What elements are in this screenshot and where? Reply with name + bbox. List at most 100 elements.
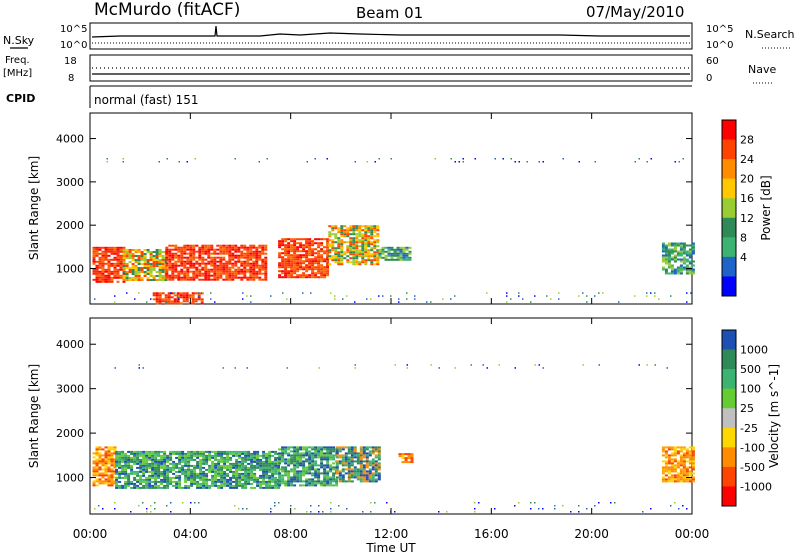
power-cell (679, 254, 683, 257)
power-cell (164, 279, 168, 281)
power-cell (243, 272, 247, 275)
power-cell (374, 161, 376, 163)
power-cell (202, 292, 204, 294)
power-cell (249, 256, 253, 259)
power-cell (222, 246, 226, 249)
power-cell (228, 252, 232, 255)
power-cell (361, 235, 365, 238)
velocity-cell (193, 450, 197, 453)
velocity-cell (305, 470, 309, 473)
power-cell (352, 249, 356, 252)
power-cell (293, 254, 297, 257)
velocity-cell (365, 464, 369, 467)
power-cell (197, 298, 201, 301)
power-cell (237, 266, 241, 269)
power-cell (342, 298, 344, 300)
power-cell (293, 270, 297, 273)
power-cell (261, 264, 265, 267)
power-cell (237, 258, 241, 261)
power-cell (252, 270, 256, 273)
velocity-cell (287, 480, 291, 483)
velocity-cell (688, 472, 692, 475)
velocity-cell (404, 459, 408, 462)
power-cell (158, 277, 162, 279)
power-cell (364, 237, 368, 240)
power-cell (296, 266, 300, 269)
power-cell (396, 250, 400, 253)
velocity-cell (368, 462, 372, 465)
power-cell (183, 256, 187, 259)
power-cell (216, 264, 220, 267)
velocity-cell (271, 484, 275, 487)
velocity-cell (110, 454, 114, 457)
power-cell (125, 257, 129, 259)
velocity-cell (157, 466, 161, 469)
power-cell (343, 251, 347, 254)
power-cell (122, 258, 126, 261)
power-cell (334, 233, 338, 236)
velocity-cell (104, 458, 108, 461)
power-cell (167, 292, 171, 295)
power-cell (264, 278, 268, 281)
velocity-cell (226, 456, 230, 459)
velocity-cell (685, 466, 689, 469)
power-cell (426, 301, 428, 303)
velocity-cell (199, 476, 203, 479)
power-cell (454, 295, 456, 297)
velocity-cell (359, 456, 363, 459)
velocity-cell (278, 452, 282, 455)
velocity-cell (362, 468, 366, 471)
velocity-cell (211, 468, 215, 471)
power-cell (646, 292, 648, 294)
velocity-cell (691, 464, 695, 467)
power-cell (116, 276, 120, 279)
velocity-cell (299, 448, 303, 451)
power-cell (661, 244, 665, 247)
power-cell (110, 278, 114, 281)
velocity-cell (138, 364, 140, 366)
power-cell (550, 298, 552, 300)
power-cell (249, 272, 253, 275)
velocity-cell (124, 474, 128, 477)
velocity-cell (338, 456, 342, 459)
power-cell (361, 225, 365, 228)
velocity-cell (341, 468, 345, 471)
velocity-cell (326, 474, 330, 477)
velocity-cell (235, 462, 239, 465)
power-cell (373, 227, 377, 230)
power-cell (311, 254, 315, 257)
power-cell (293, 250, 297, 253)
power-cell (650, 158, 652, 160)
power-cell (174, 262, 178, 265)
velocity-cell (136, 478, 140, 481)
velocity-cell (278, 454, 282, 457)
velocity-cell (290, 480, 294, 483)
power-cell (514, 161, 516, 163)
velocity-cell (178, 486, 182, 489)
velocity-cell (139, 474, 143, 477)
velocity-cell (133, 462, 137, 465)
power-cell (264, 246, 268, 249)
power-cell (186, 161, 188, 163)
power-cell (334, 261, 338, 264)
velocity-colorbar-segment (722, 388, 736, 409)
power-cell (364, 259, 368, 262)
velocity-cell (284, 468, 288, 471)
power-cell (326, 238, 330, 241)
power-cell (679, 272, 683, 275)
power-cell (370, 229, 374, 232)
velocity-cell (326, 448, 330, 451)
power-cell (195, 270, 199, 273)
power-cell (670, 252, 674, 255)
power-cell (405, 254, 409, 257)
power-cell (361, 259, 365, 262)
velocity-cell (335, 456, 339, 459)
power-cell (376, 261, 380, 264)
power-cell (131, 271, 135, 273)
velocity-cell (368, 468, 372, 471)
velocity-cell (353, 476, 357, 479)
power-cell (234, 270, 238, 273)
velocity-cell (335, 448, 339, 451)
velocity-cell (308, 482, 312, 485)
